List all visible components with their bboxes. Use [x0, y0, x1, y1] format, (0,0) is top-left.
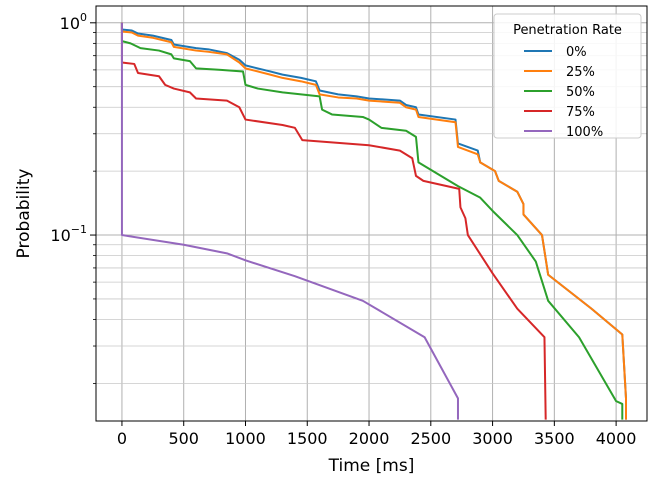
legend-label-4: 75% [566, 105, 595, 120]
x-tick-label: 2000 [349, 429, 390, 448]
x-tick-label: 0 [117, 429, 127, 448]
series-line-4 [120, 22, 547, 420]
x-tick-label: 500 [168, 429, 199, 448]
x-tick-label: 3000 [472, 429, 513, 448]
series-line-3 [120, 22, 624, 420]
plot-frame [95, 5, 648, 422]
x-tick-label: 2500 [410, 429, 451, 448]
legend: Penetration Rate 0% 25% 50% 75% 100% [493, 13, 642, 140]
x-tick-label: 1000 [225, 429, 266, 448]
legend-box [493, 13, 642, 139]
legend-items: 0% 25% 50% 75% 100% [524, 45, 603, 140]
x-tick-label: 3500 [534, 429, 575, 448]
legend-label-2: 25% [566, 65, 595, 80]
legend-label-5: 100% [566, 125, 603, 140]
y-axis-label: Probability [14, 169, 34, 259]
x-axis-ticks: 0 500 1000 1500 2000 2500 3000 3500 4000 [117, 421, 637, 448]
legend-label-3: 50% [566, 85, 595, 100]
x-tick-label: 4000 [596, 429, 637, 448]
x-axis-label: Time [ms] [328, 456, 415, 476]
x-tick-label: 1500 [287, 429, 328, 448]
y-axis-ticks: 100 10−1 [50, 11, 96, 384]
y-tick-label: 10−1 [50, 223, 87, 245]
series-line-2 [120, 22, 627, 420]
y-tick-label: 100 [60, 11, 87, 33]
legend-title: Penetration Rate [513, 23, 622, 38]
legend-label-1: 0% [566, 45, 587, 60]
series-layer [120, 22, 627, 420]
series-line-5 [120, 22, 459, 420]
